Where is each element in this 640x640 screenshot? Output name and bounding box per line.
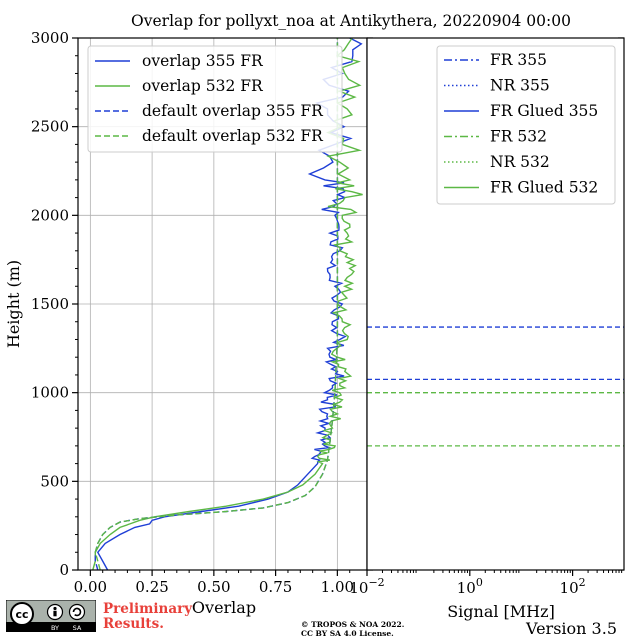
chart-title: Overlap for pollyxt_noa at Antikythera, … [131, 12, 571, 30]
y-tick-label: 1500 [31, 295, 69, 313]
y-tick-label: 1000 [31, 384, 69, 402]
x-tick-label: 0.00 [74, 578, 107, 596]
signal-panel: 10−2 100 102 Signal [MHz] FR 355 NR 355 FR G… [349, 37, 625, 621]
signal-x-label: Signal [MHz] [447, 602, 555, 621]
cc-text: cc [15, 608, 28, 621]
signal-reference-lines [367, 326, 624, 447]
legend-label: overlap 532 FR [142, 77, 264, 95]
overlap-legend: overlap 355 FR overlap 532 FR default over… [87, 45, 343, 153]
legend-label: default overlap 355 FR [142, 102, 324, 120]
legend-label: default overlap 532 FR [142, 127, 324, 145]
copyright-note: © TROPOS & NOA 2022. CC BY SA 4.0 Licens… [301, 620, 404, 638]
log-tick-label: 102 [560, 576, 586, 597]
legend-label: overlap 355 FR [142, 52, 264, 70]
copyright-line-2: CC BY SA 4.0 License. [301, 629, 394, 638]
y-tick-label: 500 [40, 472, 69, 490]
legend-label: FR Glued 532 [490, 179, 598, 197]
legend-label: NR 532 [490, 153, 550, 171]
signal-legend: FR 355 NR 355 FR Glued 355 FR 532 NR 532 FR G… [436, 45, 616, 205]
signal-ticks: 10−2 100 102 [349, 570, 623, 597]
log-tick-label: 100 [457, 576, 483, 597]
legend-box [436, 45, 616, 205]
y-tick-label: 3000 [31, 29, 69, 47]
by-text: BY [51, 624, 59, 632]
overlap-panel: 0.00 0.25 0.50 0.75 1.00 0 500 1000 1500 2000 2500… [4, 29, 624, 617]
signal-frame [366, 37, 625, 571]
legend-label: FR 532 [490, 128, 547, 146]
overlap-x-label: Overlap [192, 598, 256, 617]
height-y-label: Height (m) [4, 260, 23, 348]
x-tick-label: 0.25 [135, 578, 168, 596]
y-tick-label: 2500 [31, 118, 69, 136]
series-line-2 [92, 37, 363, 571]
y-tick-label: 2000 [31, 206, 69, 224]
legend-label: FR Glued 355 [490, 102, 598, 120]
x-tick-label: 1.00 [321, 578, 354, 596]
cc-license-badge: cc BY SA [6, 600, 96, 632]
preliminary-text: Preliminary Results. [103, 601, 193, 632]
legend-label: NR 355 [490, 77, 550, 95]
preliminary-results-note: Preliminary Results. [103, 602, 195, 631]
log-tick-label: 10−2 [349, 576, 384, 597]
cc-icon [10, 602, 34, 626]
x-tick-label: 0.75 [259, 578, 292, 596]
overlap-ticks: 0.00 0.25 0.50 0.75 1.00 0 500 1000 1500 2000 2500… [31, 29, 624, 596]
version-label: Version 3.5 [526, 619, 617, 638]
series-line-4 [94, 38, 339, 571]
x-tick-label: 0.50 [197, 578, 230, 596]
copyright-line-1: © TROPOS & NOA 2022. [301, 620, 405, 629]
overlap-series [92, 37, 363, 571]
legend-box [87, 45, 343, 153]
sa-text: SA [73, 624, 82, 632]
series-line-1 [96, 37, 363, 571]
legend-label: FR 355 [490, 51, 547, 69]
sa-icon [68, 603, 86, 621]
y-tick-label: 0 [59, 561, 69, 579]
